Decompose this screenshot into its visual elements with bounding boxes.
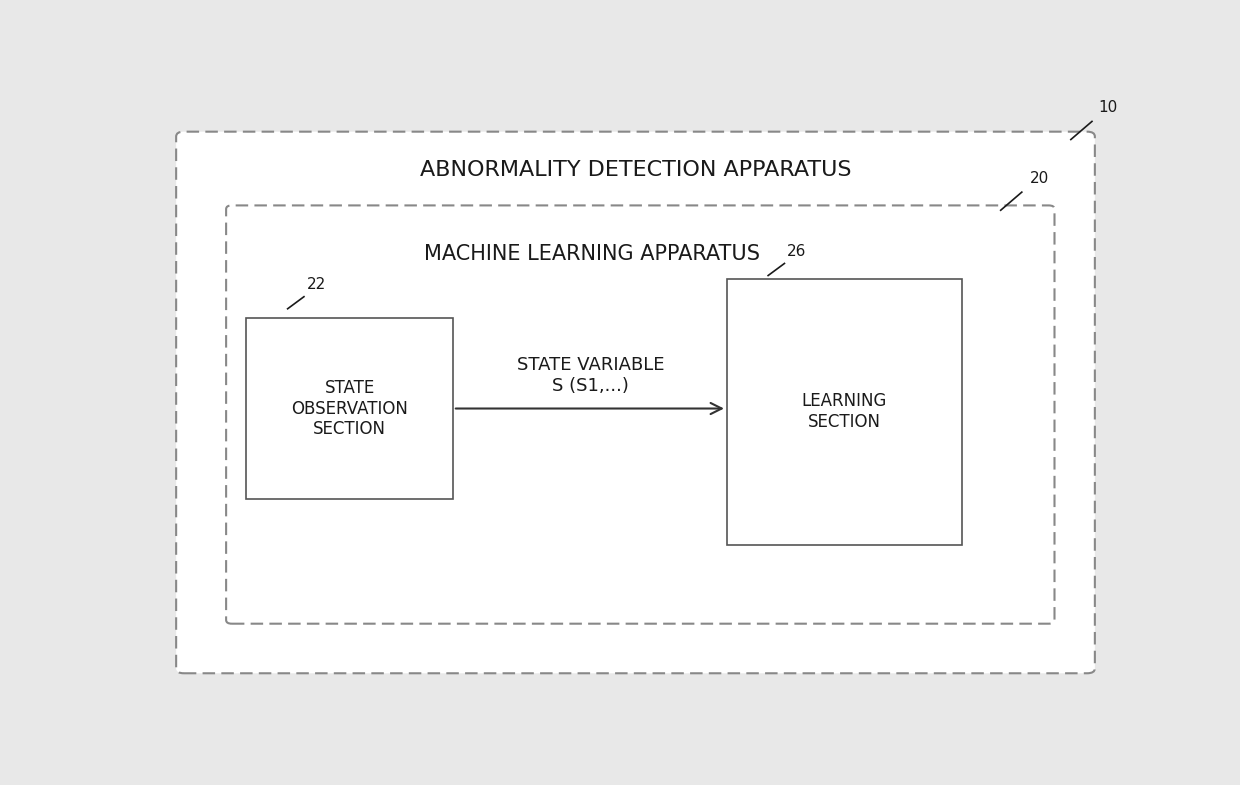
Text: LEARNING
SECTION: LEARNING SECTION <box>802 392 887 431</box>
Text: ABNORMALITY DETECTION APPARATUS: ABNORMALITY DETECTION APPARATUS <box>420 160 851 180</box>
FancyBboxPatch shape <box>226 206 1054 624</box>
Text: STATE
OBSERVATION
SECTION: STATE OBSERVATION SECTION <box>291 378 408 438</box>
Text: 22: 22 <box>306 277 326 293</box>
Text: MACHINE LEARNING APPARATUS: MACHINE LEARNING APPARATUS <box>424 244 760 265</box>
Text: 10: 10 <box>1099 100 1118 115</box>
Bar <box>727 279 962 545</box>
Text: 20: 20 <box>1029 171 1049 186</box>
FancyBboxPatch shape <box>176 132 1095 674</box>
Text: STATE VARIABLE
S (S1,...): STATE VARIABLE S (S1,...) <box>517 356 665 395</box>
Text: 26: 26 <box>787 244 807 259</box>
Bar <box>247 318 453 499</box>
